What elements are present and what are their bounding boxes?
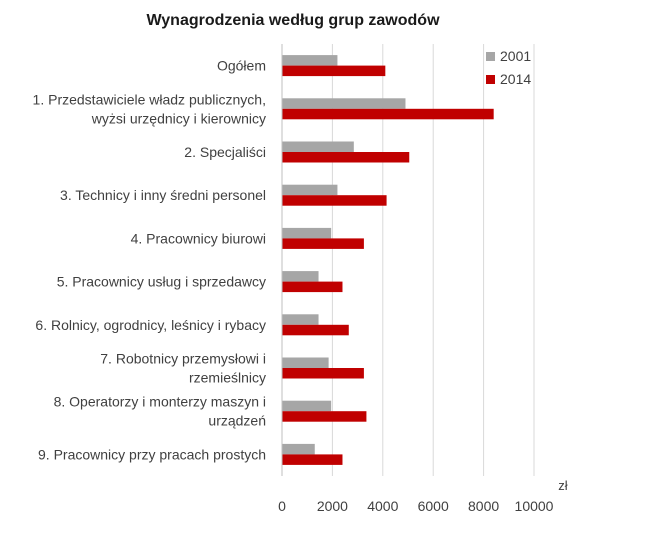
category-label: 8. Operatorzy i monterzy maszyn i	[54, 394, 266, 410]
bar-2014	[282, 281, 343, 293]
category-label: 4. Pracownicy biurowi	[131, 230, 266, 246]
bar-2001	[282, 314, 319, 325]
x-tick-label: 6000	[418, 498, 449, 514]
bars	[281, 44, 494, 476]
x-tick-label: 10000	[515, 498, 554, 514]
category-label: 7. Robotnicy przemysłowi i	[100, 351, 266, 367]
category-label: 1. Przedstawiciele władz publicznych,	[33, 91, 266, 107]
x-tick-label: 8000	[468, 498, 499, 514]
bar-2014	[282, 195, 387, 206]
category-label: urządzeń	[208, 413, 266, 429]
category-labels: Ogółem 1. Przedstawiciele władz publiczny…	[33, 58, 266, 463]
bar-2001	[282, 141, 354, 152]
category-label: 9. Pracownicy przy pracach prostych	[38, 446, 266, 462]
bar-2014	[282, 108, 494, 120]
legend-label: 2001	[500, 48, 531, 64]
bar-2014	[282, 454, 343, 465]
bar-2014	[282, 411, 367, 422]
bar-2001	[282, 357, 329, 368]
category-label: 6. Rolnicy, ogrodnicy, leśnicy i rybacy	[35, 317, 266, 333]
x-tick-label: 4000	[367, 498, 398, 514]
category-label: 2. Specjaliści	[184, 144, 266, 160]
bar-2001	[282, 98, 406, 109]
bar-2014	[282, 65, 386, 77]
bar-2001	[282, 271, 319, 282]
x-axis-unit-label: zł	[558, 478, 568, 493]
category-label: 3. Technicy i inny średni personel	[60, 187, 266, 203]
x-axis-tick-labels: 0 2000 4000 6000 8000 10000	[278, 498, 554, 514]
x-tick-label: 2000	[317, 498, 348, 514]
category-label: Ogółem	[217, 58, 266, 74]
bar-2001	[282, 55, 338, 66]
legend-label: 2014	[500, 71, 531, 87]
x-tick-label: 0	[278, 498, 286, 514]
category-label: rzemieślnicy	[189, 370, 266, 386]
legend-swatch	[486, 52, 495, 61]
category-label: wyżsi urzędnicy i kierownicy	[91, 110, 266, 126]
bar-2001	[282, 400, 332, 412]
category-label: 5. Pracownicy usług i sprzedawcy	[57, 274, 266, 290]
chart-title: Wynagrodzenia według grup zawodów	[146, 12, 440, 29]
legend: 2001 2014	[486, 48, 531, 87]
bar-2014	[282, 238, 364, 249]
bar-2014	[282, 324, 349, 336]
bar-2001	[282, 227, 332, 239]
bar-2001	[282, 443, 315, 455]
legend-swatch	[486, 75, 495, 84]
bar-2014	[282, 368, 364, 379]
bar-2014	[282, 152, 410, 163]
bar-2001	[282, 184, 338, 196]
